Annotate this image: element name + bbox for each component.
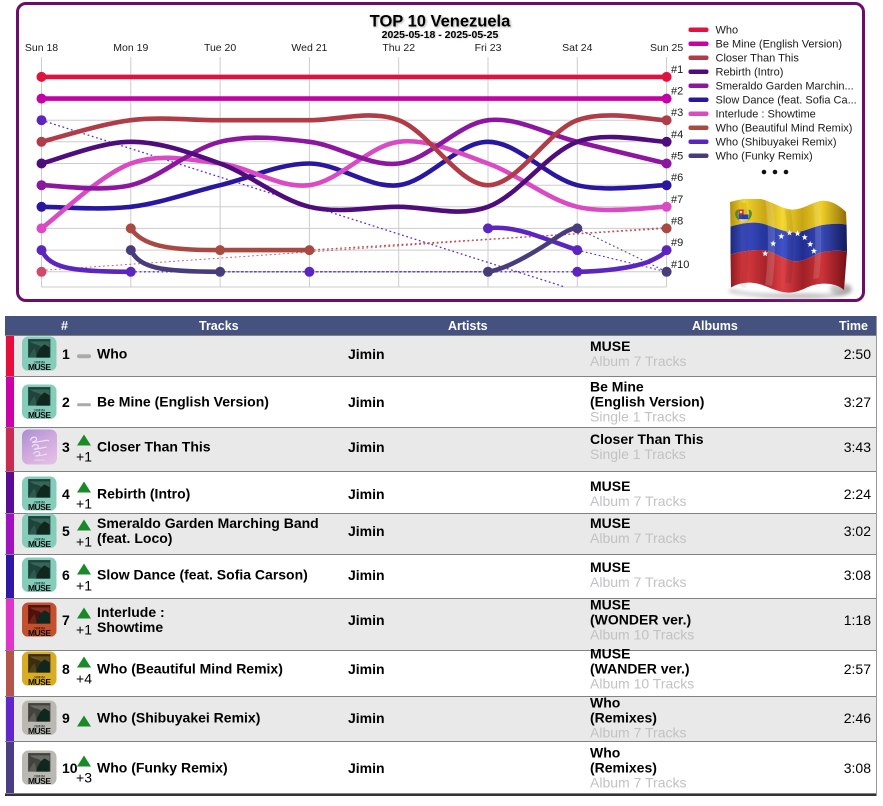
svg-text:JIMIN: JIMIN [34, 500, 45, 504]
svg-text:2025-05-18 - 2025-05-25: 2025-05-18 - 2025-05-25 [382, 29, 499, 41]
svg-text:MUSE: MUSE [28, 677, 51, 686]
svg-text:Sat 24: Sat 24 [562, 42, 593, 54]
svg-text:Be Mine (English Version): Be Mine (English Version) [716, 39, 843, 51]
svg-text:#3: #3 [671, 107, 683, 119]
svg-text:JIMIN: JIMIN [34, 360, 45, 364]
svg-text:#9: #9 [671, 237, 683, 249]
svg-text:JIMIN: JIMIN [34, 581, 45, 585]
svg-text:Rebirth (Intro): Rebirth (Intro) [716, 67, 784, 79]
svg-text:MUSE: MUSE [28, 776, 51, 785]
svg-text:#1: #1 [671, 64, 683, 76]
svg-text:#5: #5 [671, 151, 683, 163]
svg-text:MUSE: MUSE [28, 539, 51, 548]
svg-text:Closer Than This: Closer Than This [716, 53, 800, 65]
svg-text:MUSE: MUSE [28, 502, 51, 511]
svg-text:Thu 22: Thu 22 [382, 42, 415, 54]
svg-text:#10: #10 [671, 259, 689, 271]
svg-text:TOP 10 Venezuela: TOP 10 Venezuela [370, 13, 511, 31]
svg-text:JIMIN: JIMIN [34, 774, 45, 778]
svg-text:Interlude : Showtime: Interlude : Showtime [716, 109, 816, 121]
svg-text:#2: #2 [671, 86, 683, 98]
svg-text:Who (Funky Remix): Who (Funky Remix) [716, 151, 813, 163]
svg-text:Tue 20: Tue 20 [204, 42, 236, 54]
svg-text:MUSE: MUSE [28, 628, 51, 637]
svg-text:Smeraldo Garden Marchin...: Smeraldo Garden Marchin... [716, 81, 854, 93]
svg-text:JIMIN: JIMIN [34, 626, 45, 630]
svg-text:JIMIN: JIMIN [34, 537, 45, 541]
svg-text:Sun 18: Sun 18 [25, 42, 58, 54]
svg-text:Slow Dance (feat. Sofia Ca...: Slow Dance (feat. Sofia Ca... [716, 95, 857, 107]
svg-text:#6: #6 [671, 172, 683, 184]
svg-text:#4: #4 [671, 129, 683, 141]
svg-text:Fri 23: Fri 23 [475, 42, 502, 54]
svg-text:Wed 21: Wed 21 [291, 42, 327, 54]
svg-text:MUSE: MUSE [28, 410, 51, 419]
svg-text:MUSE: MUSE [28, 362, 51, 371]
svg-text:JIMIN: JIMIN [34, 675, 45, 679]
svg-text:Who (Shibuyakei Remix): Who (Shibuyakei Remix) [716, 137, 837, 149]
svg-text:Who: Who [716, 25, 739, 37]
svg-text:#7: #7 [671, 194, 683, 206]
svg-text:Who (Beautiful Mind Remix): Who (Beautiful Mind Remix) [716, 123, 853, 135]
svg-text:JIMIN: JIMIN [34, 724, 45, 728]
svg-text:Sun 25: Sun 25 [650, 42, 683, 54]
svg-text:Mon 19: Mon 19 [113, 42, 148, 54]
svg-text:#8: #8 [671, 215, 683, 227]
svg-text:JIMIN: JIMIN [34, 408, 45, 412]
svg-text:MUSE: MUSE [28, 583, 51, 592]
svg-text:TOP 10 Venezuela: TOP 10 Venezuela [371, 14, 512, 32]
svg-text:MUSE: MUSE [28, 726, 51, 735]
svg-text:2025-05-18 - 2025-05-25: 2025-05-18 - 2025-05-25 [382, 30, 499, 42]
